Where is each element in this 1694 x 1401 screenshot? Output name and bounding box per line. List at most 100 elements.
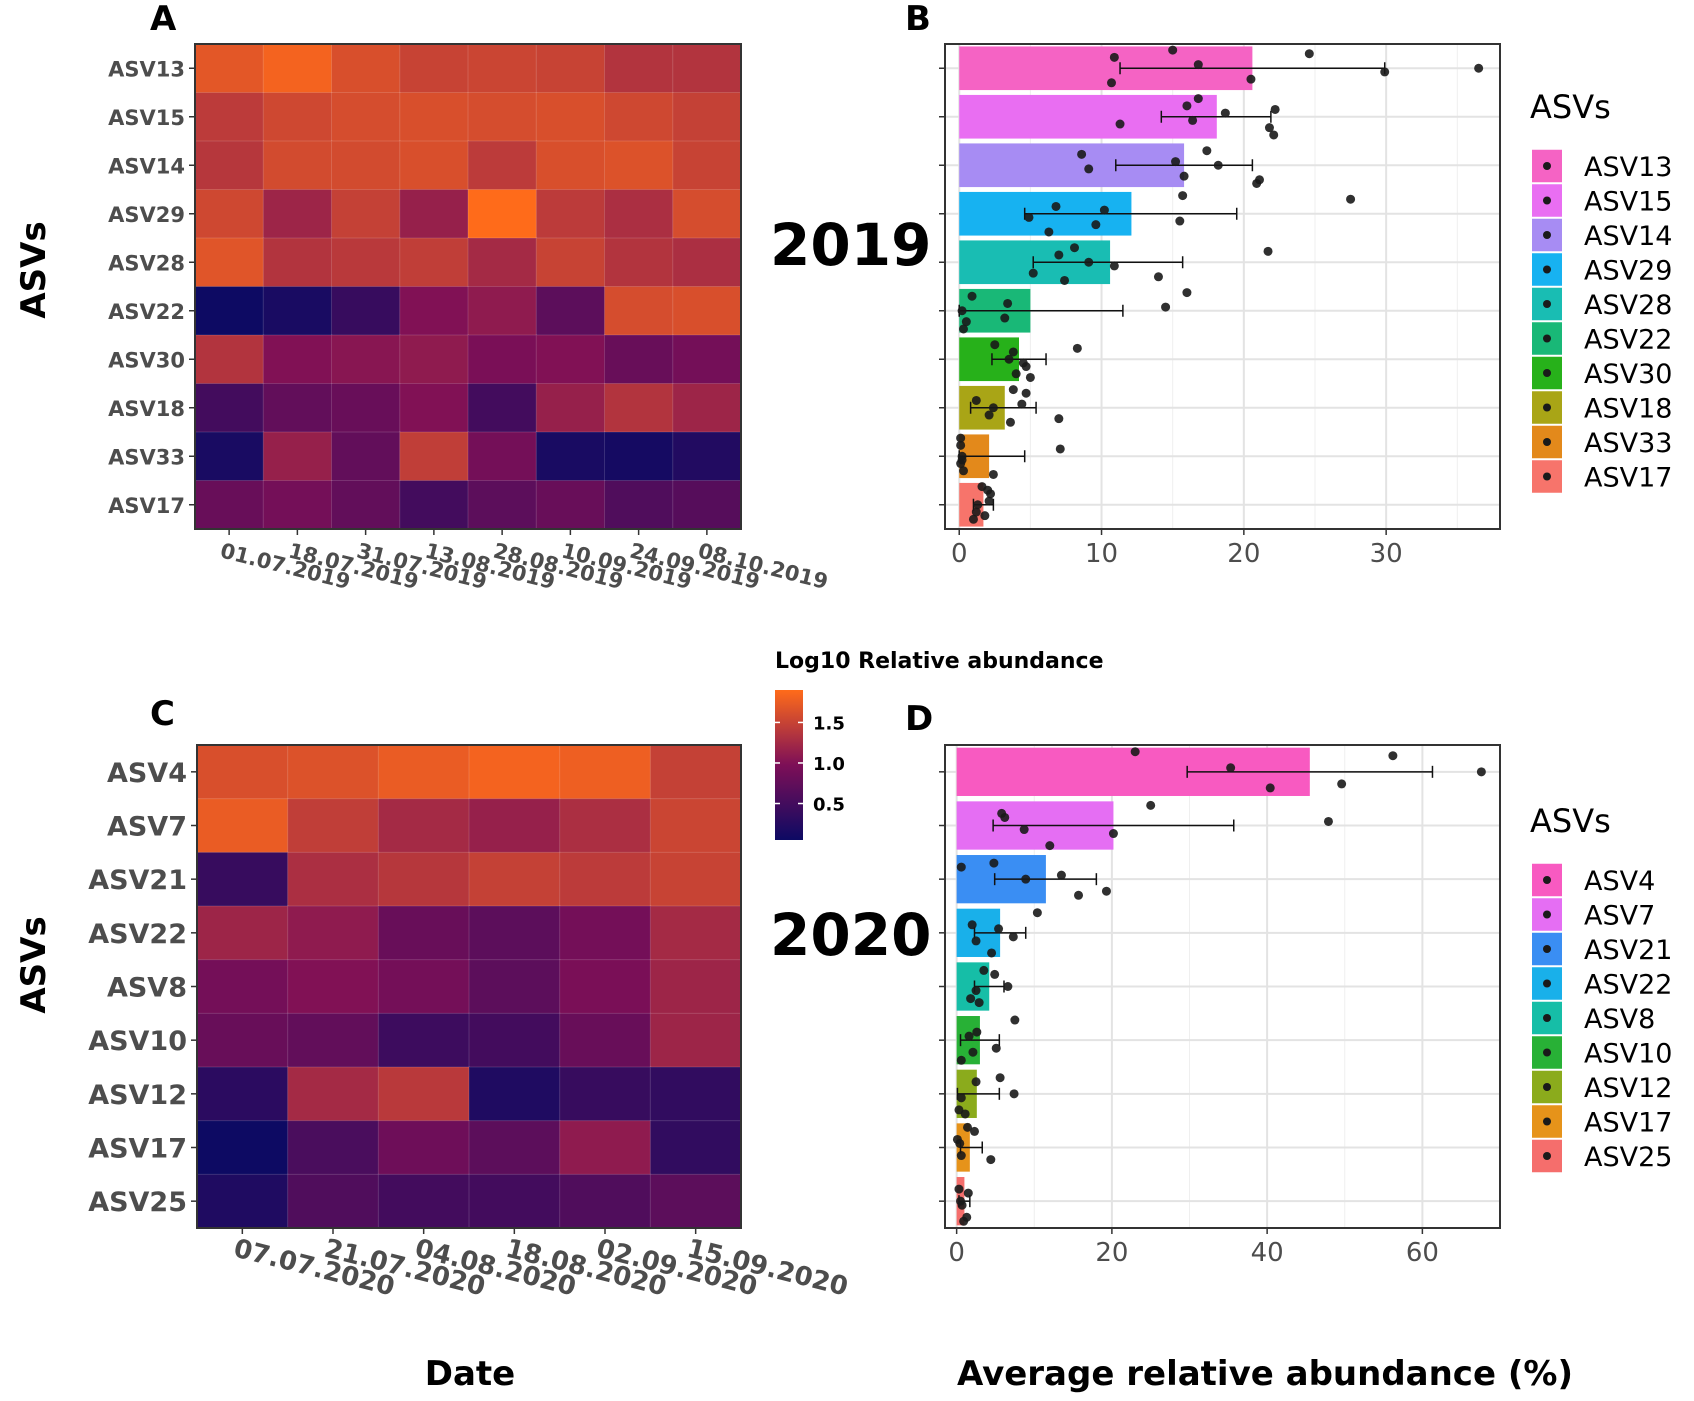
data-point-d-ASV12-5 xyxy=(960,1109,970,1119)
heatmap-cell-a-ASV22-08.10.2019 xyxy=(672,286,742,336)
data-point-d-ASV22-3 xyxy=(971,936,981,946)
data-point-d-ASV4-3 xyxy=(1388,751,1398,761)
error-bar-d-ASV21 xyxy=(993,873,1098,886)
data-point-b-ASV14-1 xyxy=(1179,171,1189,181)
legend-dot-2019-ASV33 xyxy=(1543,438,1551,446)
data-point-b-ASV14-0 xyxy=(1171,157,1181,167)
heatmap-cell-a-ASV14-08.10.2019 xyxy=(672,140,742,191)
y-tick-label-c-ASV8: ASV8 xyxy=(107,973,187,1004)
error-bar-d-ASV10 xyxy=(959,1034,1001,1047)
data-point-d-ASV21-5 xyxy=(956,862,966,872)
data-point-b-ASV29-2 xyxy=(1051,201,1061,211)
heatmap-cell-a-ASV33-18.07.2019 xyxy=(262,431,333,482)
heatmap-cell-a-ASV15-24.09.2019 xyxy=(604,92,674,142)
heatmap-cell-a-ASV22-31.07.2019 xyxy=(331,286,401,336)
heatmap-frame-a xyxy=(194,43,742,530)
legend-label-2019-ASV15: ASV15 xyxy=(1584,187,1672,218)
legend-dot-2019-ASV13 xyxy=(1543,162,1551,170)
data-point-b-ASV28-7 xyxy=(1054,250,1064,260)
data-point-b-ASV33-5 xyxy=(1055,444,1065,454)
heatmap-cell-c-ASV25-02.09.2020 xyxy=(559,1173,652,1230)
year-label-2020: 2020 xyxy=(770,901,931,969)
panel-letter-d: D xyxy=(905,699,933,739)
y-tick-label-a-ASV33: ASV33 xyxy=(108,445,185,469)
data-point-b-ASV15-3 xyxy=(1270,104,1280,114)
colorbar: 0.5 1.0 1.5 xyxy=(775,690,845,840)
heatmap-cell-c-ASV25-04.08.2020 xyxy=(377,1173,471,1230)
data-point-b-ASV33-2 xyxy=(956,440,966,450)
heatmap-cell-c-ASV12-02.09.2020 xyxy=(559,1066,652,1122)
heatmap-cell-c-ASV8-18.08.2020 xyxy=(468,959,561,1015)
heatmap-cell-a-ASV18-24.09.2019 xyxy=(604,383,674,433)
heatmap-cell-a-ASV15-31.07.2019 xyxy=(331,92,401,142)
heatmap-cell-a-ASV29-18.07.2019 xyxy=(262,189,333,239)
error-bar-b-ASV28 xyxy=(1032,256,1184,269)
heatmap-cell-c-ASV17-04.08.2020 xyxy=(377,1120,471,1176)
heatmap-cell-c-ASV22-02.09.2020 xyxy=(559,905,652,961)
legend-dot-2020-ASV21 xyxy=(1543,945,1551,953)
data-point-d-ASV8-3 xyxy=(974,998,984,1008)
data-point-b-ASV30-5 xyxy=(1025,372,1035,382)
heatmap-cell-a-ASV22-13.08.2019 xyxy=(399,286,469,336)
heatmap-cell-a-ASV13-24.09.2019 xyxy=(604,43,674,94)
x-axis-title-date: Date xyxy=(425,1354,515,1394)
error-bar-d-ASV7 xyxy=(992,819,1235,832)
data-point-b-ASV17-5 xyxy=(973,500,983,510)
heatmap-cell-c-ASV4-21.07.2020 xyxy=(287,744,380,800)
legend-label-2019-ASV17: ASV17 xyxy=(1584,463,1672,494)
data-point-b-ASV22-7 xyxy=(957,306,967,316)
data-point-d-ASV10-2 xyxy=(991,1043,1001,1053)
heatmap-cell-a-ASV18-13.08.2019 xyxy=(399,383,469,433)
heatmap-cell-a-ASV13-31.07.2019 xyxy=(331,43,401,94)
data-point-b-ASV22-2 xyxy=(1000,313,1010,323)
legend-dot-2020-ASV12 xyxy=(1543,1083,1551,1091)
data-point-b-ASV29-3 xyxy=(1175,216,1185,226)
heatmap-cell-a-ASV30-28.08.2019 xyxy=(467,334,538,385)
data-point-d-ASV17-1 xyxy=(956,1151,966,1161)
data-point-b-ASV22-1 xyxy=(1003,298,1013,308)
data-point-d-ASV25-3 xyxy=(957,1200,967,1210)
data-point-b-ASV17-0 xyxy=(971,507,981,517)
y-tick-label-c-ASV4: ASV4 xyxy=(107,758,187,789)
legend-label-2019-ASV22: ASV22 xyxy=(1584,325,1672,356)
heatmap-cell-c-ASV10-21.07.2020 xyxy=(287,1012,380,1068)
data-point-b-ASV22-0 xyxy=(959,324,968,334)
data-point-b-ASV28-6 xyxy=(1060,275,1070,285)
data-point-b-ASV17-6 xyxy=(968,514,978,524)
heatmap-cell-a-ASV29-13.08.2019 xyxy=(399,189,469,239)
y-tick-label-a-ASV17: ASV17 xyxy=(108,494,185,518)
heatmap-cell-a-ASV28-10.09.2019 xyxy=(535,237,606,288)
data-point-b-ASV17-7 xyxy=(986,489,996,499)
heatmap-cell-a-ASV30-31.07.2019 xyxy=(331,334,401,385)
heatmap-cell-c-ASV25-07.07.2020 xyxy=(196,1173,289,1230)
data-point-d-ASV12-0 xyxy=(995,1073,1005,1083)
legend-dot-2019-ASV14 xyxy=(1543,231,1551,239)
data-point-b-ASV13-1 xyxy=(1193,60,1203,70)
data-point-d-ASV7-3 xyxy=(1000,812,1010,822)
data-point-d-ASV8-1 xyxy=(979,965,989,975)
data-point-d-ASV7-6 xyxy=(1323,816,1333,826)
legend-dot-2019-ASV17 xyxy=(1543,472,1551,481)
heatmap-cell-a-ASV33-24.09.2019 xyxy=(604,431,674,482)
data-point-d-ASV22-2 xyxy=(967,920,977,930)
legend-dot-2020-ASV4 xyxy=(1543,876,1551,884)
heatmap-cell-a-ASV13-01.07.2019 xyxy=(194,43,265,94)
data-point-b-ASV29-4 xyxy=(1178,191,1188,201)
heatmap-cell-c-ASV17-07.07.2020 xyxy=(196,1120,289,1176)
heatmap-cell-c-ASV21-04.08.2020 xyxy=(377,851,471,907)
heatmap-cell-a-ASV30-01.07.2019 xyxy=(194,334,265,385)
y-tick-label-a-ASV22: ASV22 xyxy=(108,300,185,324)
heatmap-cell-c-ASV7-21.07.2020 xyxy=(287,798,380,854)
heatmap-cell-a-ASV33-28.08.2019 xyxy=(467,431,538,482)
data-point-b-ASV13-7 xyxy=(1380,67,1390,77)
heatmap-cell-a-ASV17-01.07.2019 xyxy=(194,480,265,530)
heatmap-cell-c-ASV8-02.09.2020 xyxy=(559,959,652,1015)
heatmap-cell-a-ASV29-01.07.2019 xyxy=(194,189,265,239)
heatmap-cell-a-ASV15-08.10.2019 xyxy=(672,92,742,142)
data-point-b-ASV30-6 xyxy=(1008,347,1018,357)
data-point-d-ASV21-1 xyxy=(1101,886,1111,896)
y-tick-label-c-ASV21: ASV21 xyxy=(88,865,187,896)
heatmap-cell-c-ASV22-07.07.2020 xyxy=(196,905,289,961)
